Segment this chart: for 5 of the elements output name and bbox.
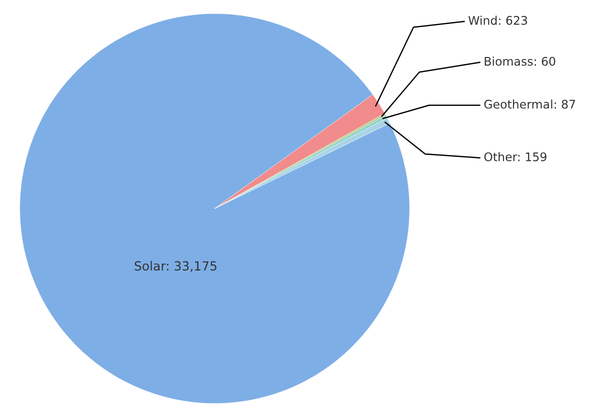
slice-label: Other: 159 xyxy=(484,152,546,162)
slice-label: Solar: 33,175 xyxy=(134,260,216,272)
slice-label: Biomass: 60 xyxy=(484,56,556,66)
slice-label: Wind: 623 xyxy=(468,16,528,25)
slice-label: Geothermal: 87 xyxy=(484,100,576,109)
